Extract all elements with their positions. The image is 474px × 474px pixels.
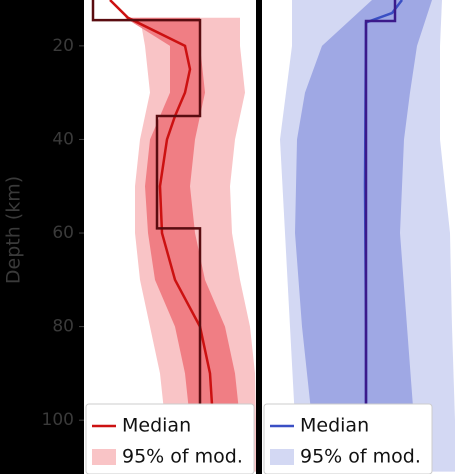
line xyxy=(91,0,202,474)
y-tick-label: 40 xyxy=(52,129,74,149)
legend-label: 95% of mod. xyxy=(122,446,243,468)
y-tick-label: 60 xyxy=(52,223,74,243)
legend-swatch xyxy=(270,449,294,465)
plot-area xyxy=(91,0,256,474)
y-tick-label: 20 xyxy=(52,36,74,56)
legend-swatch xyxy=(92,449,116,465)
legend-label: 95% of mod. xyxy=(300,446,421,468)
legend-label: Median xyxy=(122,415,191,437)
line xyxy=(364,0,397,474)
plot-area xyxy=(280,0,455,474)
y-axis-label: Depth (km) xyxy=(3,176,25,284)
legend-box xyxy=(263,403,433,474)
band xyxy=(125,17,242,472)
y-tick-label: 100 xyxy=(42,410,74,430)
band xyxy=(295,0,432,472)
line xyxy=(109,0,217,472)
legend-label: Median xyxy=(300,415,369,437)
legend-box xyxy=(85,403,255,474)
y-tick-label: 80 xyxy=(52,317,74,337)
